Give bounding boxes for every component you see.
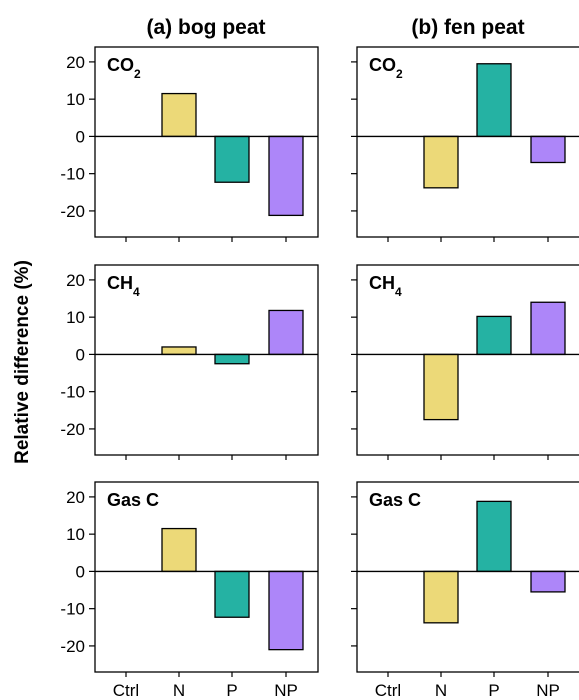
panel-label: CO2	[369, 55, 403, 81]
bar-n	[161, 346, 197, 356]
panel-label: Gas C	[107, 490, 159, 510]
y-tick-label: 0	[76, 345, 85, 364]
bar-n	[423, 135, 459, 189]
bar-p	[476, 315, 512, 356]
panel-label: Gas C	[369, 490, 421, 510]
bar-np	[268, 135, 304, 217]
y-tick-label: 10	[66, 90, 85, 109]
panel-fen-co2: CO2	[351, 46, 579, 242]
y-tick-label: -20	[60, 420, 85, 439]
y-tick-label: 10	[66, 308, 85, 327]
panel-frame	[94, 264, 319, 456]
panel-label: CO2	[107, 55, 141, 81]
panel-label: CH4	[369, 273, 402, 299]
x-tick-label-p: P	[488, 681, 499, 700]
y-tick-label: 20	[66, 53, 85, 72]
y-tick-label: 0	[76, 127, 85, 146]
bar-np	[530, 135, 566, 164]
x-tick-label-n: N	[435, 681, 447, 700]
bar-n	[161, 92, 197, 138]
x-tick-label-np: NP	[274, 681, 298, 700]
y-tick-label: 0	[76, 562, 85, 581]
column-title-bog: (a) bog peat	[147, 16, 266, 39]
x-tick-label-ctrl: Ctrl	[113, 681, 139, 700]
y-axis-label: Relative difference (%)	[12, 260, 33, 464]
bar-p	[214, 353, 250, 365]
x-tick-label-n: N	[173, 681, 185, 700]
column-title-fen: (b) fen peat	[411, 16, 524, 39]
panel-frame	[356, 264, 579, 456]
bar-p	[476, 63, 512, 138]
panel-bog-co2: CO2 20 10 0 -10 -20	[60, 46, 319, 242]
x-tick-label-np: NP	[536, 681, 560, 700]
panel-bog-ch4: CH4 20 10 0 -10 -20	[60, 264, 319, 460]
bar-n	[161, 527, 197, 573]
panel-label: CH4	[107, 273, 140, 299]
y-tick-label: 10	[66, 525, 85, 544]
panel-fen-ch4: CH4	[351, 264, 579, 460]
y-tick-label: -10	[60, 383, 85, 402]
bar-p	[214, 570, 250, 618]
bar-np	[530, 301, 566, 356]
y-tick-label: -10	[60, 165, 85, 184]
bar-np	[268, 570, 304, 651]
y-tick-label: -10	[60, 600, 85, 619]
y-tick-label: -20	[60, 637, 85, 656]
bar-np	[268, 309, 304, 356]
bar-n	[423, 570, 459, 624]
bar-p	[476, 500, 512, 573]
x-tick-label-p: P	[226, 681, 237, 700]
bar-p	[214, 135, 250, 183]
y-tick-label: 20	[66, 271, 85, 290]
x-tick-label-ctrl: Ctrl	[375, 681, 401, 700]
y-tick-label: -20	[60, 202, 85, 221]
bar-np	[530, 570, 566, 593]
bar-n	[423, 353, 459, 421]
panels: CO2 20 10 0 -10 -20 CO2 CH4 20 10 0 -10 -20 CH4 Gas C 2…	[60, 46, 579, 700]
y-tick-label: 20	[66, 488, 85, 507]
